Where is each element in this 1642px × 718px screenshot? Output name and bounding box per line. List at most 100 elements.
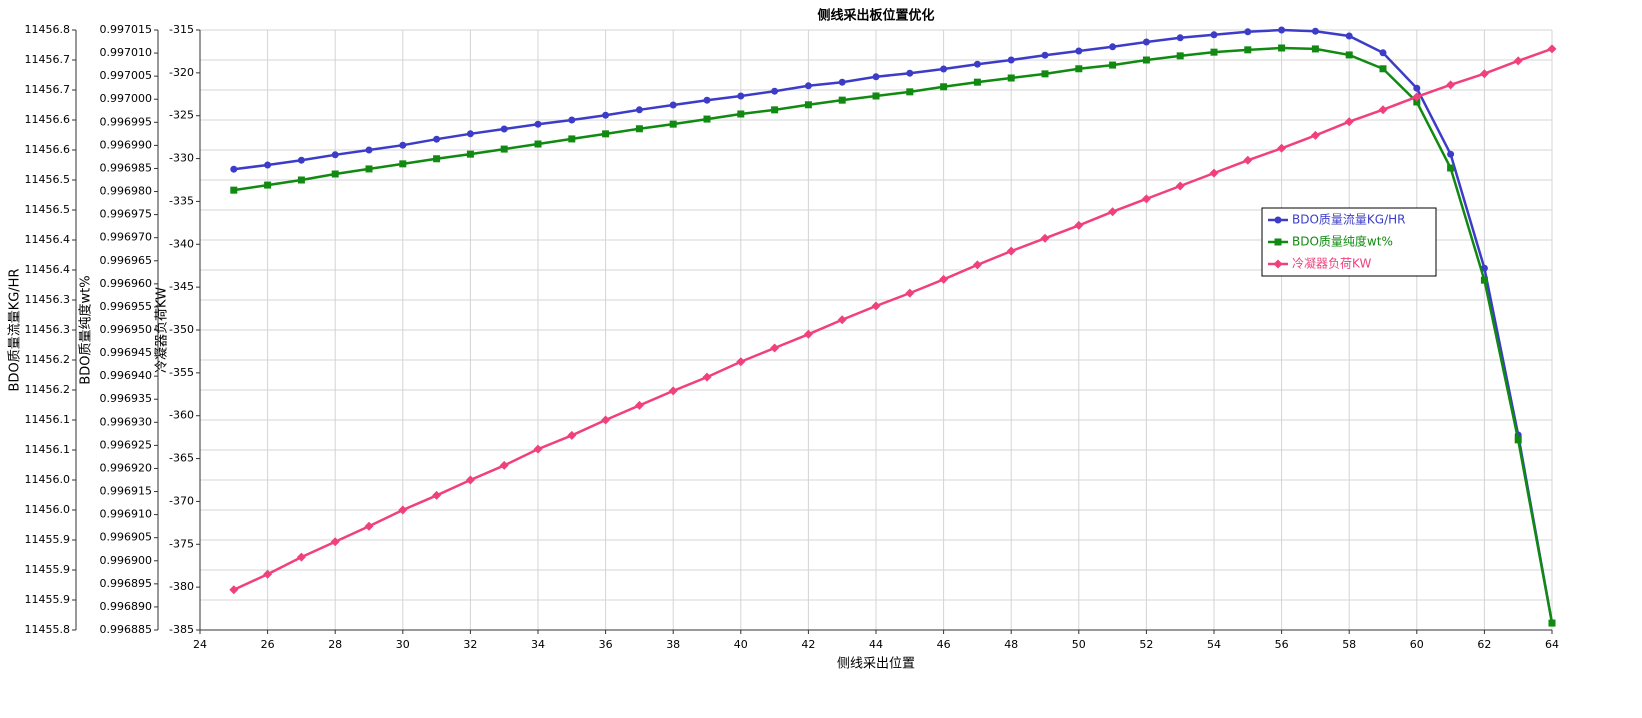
y-tick-label: 0.996960 — [100, 277, 153, 290]
y-tick-label: -320 — [169, 66, 194, 79]
point — [973, 78, 981, 86]
point — [1210, 31, 1218, 39]
y-tick-label: 11456.4 — [25, 233, 71, 246]
point — [1479, 69, 1489, 79]
point — [1007, 74, 1015, 82]
point — [940, 83, 948, 91]
point — [331, 170, 339, 178]
y-tick-label: 11456.5 — [25, 203, 71, 216]
point — [533, 444, 543, 454]
point — [838, 78, 846, 86]
point — [803, 329, 813, 339]
y-tick-label: -330 — [169, 152, 194, 165]
point — [1075, 47, 1083, 55]
y-tick-label: 0.996955 — [100, 300, 153, 313]
point — [972, 260, 982, 270]
point — [534, 140, 542, 148]
y-tick-label: 0.997010 — [100, 46, 153, 59]
point — [264, 181, 272, 189]
point — [1142, 38, 1150, 46]
point — [1277, 143, 1287, 153]
point — [1041, 70, 1049, 78]
point — [297, 156, 305, 164]
point — [872, 73, 880, 81]
y-tick-label: 0.996930 — [100, 415, 153, 428]
point — [1379, 65, 1387, 73]
y-tick-label: 11456.3 — [25, 293, 71, 306]
y-tick-label: -345 — [169, 280, 194, 293]
y-tick-label: 0.996950 — [100, 323, 153, 336]
point — [264, 161, 272, 169]
point — [433, 155, 441, 163]
y-tick-label: 11456.4 — [25, 263, 71, 276]
y-tick-label: 11456.7 — [25, 53, 71, 66]
point — [601, 415, 611, 425]
y-tick-label: 11456.1 — [25, 443, 71, 456]
point — [500, 145, 508, 153]
point — [1109, 61, 1117, 69]
y-tick-label: 11456.0 — [25, 503, 71, 516]
x-tick-label: 38 — [666, 638, 680, 651]
y-tick-label: -370 — [169, 494, 194, 507]
x-tick-label: 64 — [1545, 638, 1559, 651]
y-tick-label: 0.996920 — [100, 461, 153, 474]
x-tick-label: 58 — [1342, 638, 1356, 651]
y-tick-label: 11456.2 — [25, 383, 71, 396]
point — [1514, 436, 1522, 444]
y-tick-label: 0.997000 — [100, 92, 153, 105]
y-tick-label: 0.996935 — [100, 392, 153, 405]
point — [398, 505, 408, 515]
y-tick-label: 11456.2 — [25, 353, 71, 366]
point — [1447, 150, 1455, 158]
point — [567, 430, 577, 440]
x-tick-label: 24 — [193, 638, 207, 651]
y-tick-label: 0.996905 — [100, 531, 153, 544]
point — [871, 301, 881, 311]
point — [669, 101, 677, 109]
point — [973, 60, 981, 68]
y-tick-label: 11456.3 — [25, 323, 71, 336]
point — [1074, 220, 1084, 230]
point — [1210, 48, 1218, 56]
point — [1379, 49, 1387, 57]
point — [1311, 27, 1319, 35]
y-tick-label: -340 — [169, 237, 194, 250]
point — [330, 537, 340, 547]
y-tick-label: 11456.5 — [25, 173, 71, 186]
point — [1311, 45, 1319, 53]
y2-axis-title: BDO质量纯度wt% — [78, 275, 94, 384]
point — [1278, 44, 1286, 52]
y-tick-label: -335 — [169, 194, 194, 207]
y-tick-label: 0.997005 — [100, 69, 153, 82]
x-tick-label: 28 — [328, 638, 342, 651]
point — [1176, 34, 1184, 42]
y-tick-label: 0.996990 — [100, 138, 153, 151]
legend-label: 冷凝器负荷KW — [1292, 256, 1371, 271]
series-line — [233, 47, 1553, 591]
y-tick-label: 11455.9 — [25, 533, 71, 546]
y-tick-label: 0.996915 — [100, 485, 153, 498]
y-tick-label: 0.996890 — [100, 600, 153, 613]
point — [263, 569, 273, 579]
point — [804, 82, 812, 90]
point — [702, 372, 712, 382]
y-tick-label: -365 — [169, 452, 194, 465]
point — [771, 87, 779, 95]
point — [634, 400, 644, 410]
point — [770, 343, 780, 353]
y-tick-label: 11455.9 — [25, 593, 71, 606]
point — [1413, 84, 1421, 92]
y-tick-label: 11456.6 — [25, 143, 71, 156]
point — [838, 96, 846, 104]
point — [939, 274, 949, 284]
point — [1142, 56, 1150, 64]
point — [1446, 80, 1456, 90]
point — [1176, 52, 1184, 60]
y-tick-label: -325 — [169, 109, 194, 122]
point — [1378, 105, 1388, 115]
point — [466, 150, 474, 158]
point — [906, 69, 914, 77]
point — [1108, 207, 1118, 217]
y-tick-label: 11456.1 — [25, 413, 71, 426]
y-tick-label: 0.996995 — [100, 115, 153, 128]
